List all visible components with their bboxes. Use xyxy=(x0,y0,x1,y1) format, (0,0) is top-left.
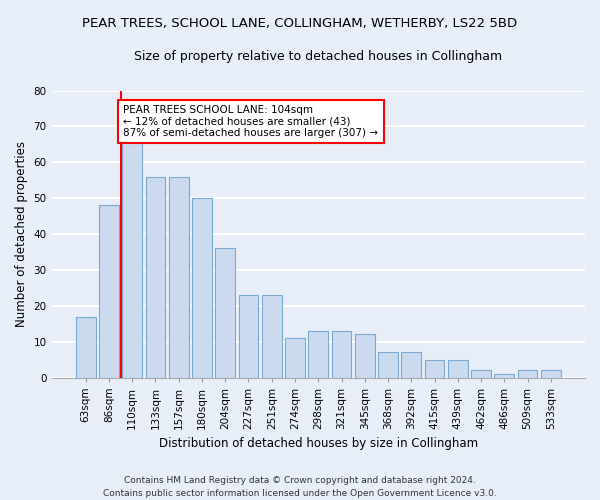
Bar xyxy=(378,352,398,378)
Bar xyxy=(518,370,538,378)
Bar xyxy=(332,331,352,378)
Bar xyxy=(169,176,188,378)
Bar xyxy=(262,295,281,378)
Bar xyxy=(448,360,468,378)
Bar xyxy=(425,360,445,378)
Y-axis label: Number of detached properties: Number of detached properties xyxy=(15,141,28,327)
Bar xyxy=(355,334,374,378)
Bar xyxy=(99,206,119,378)
Bar xyxy=(541,370,561,378)
Bar xyxy=(192,198,212,378)
Bar xyxy=(401,352,421,378)
Title: Size of property relative to detached houses in Collingham: Size of property relative to detached ho… xyxy=(134,50,502,63)
Bar xyxy=(285,338,305,378)
Text: Contains HM Land Registry data © Crown copyright and database right 2024.
Contai: Contains HM Land Registry data © Crown c… xyxy=(103,476,497,498)
Bar xyxy=(146,176,166,378)
Bar xyxy=(122,134,142,378)
Bar xyxy=(494,374,514,378)
Bar xyxy=(239,295,259,378)
Bar xyxy=(308,331,328,378)
X-axis label: Distribution of detached houses by size in Collingham: Distribution of detached houses by size … xyxy=(159,437,478,450)
Bar xyxy=(215,248,235,378)
Bar xyxy=(76,316,95,378)
Bar xyxy=(471,370,491,378)
Text: PEAR TREES, SCHOOL LANE, COLLINGHAM, WETHERBY, LS22 5BD: PEAR TREES, SCHOOL LANE, COLLINGHAM, WET… xyxy=(82,18,518,30)
Text: PEAR TREES SCHOOL LANE: 104sqm
← 12% of detached houses are smaller (43)
87% of : PEAR TREES SCHOOL LANE: 104sqm ← 12% of … xyxy=(124,105,379,138)
